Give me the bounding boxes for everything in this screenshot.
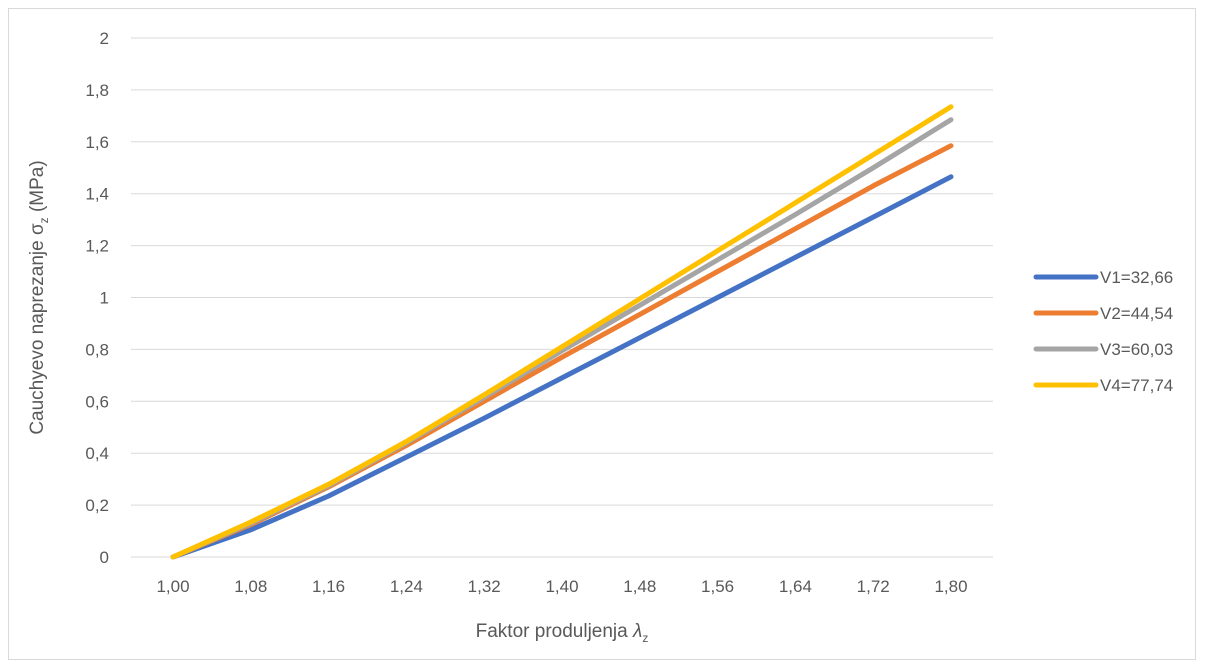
y-tick-label: 2 xyxy=(100,29,109,48)
legend-label-v2: V2=44,54 xyxy=(1100,304,1173,323)
x-axis-title-text: Faktor produljenja xyxy=(476,621,633,642)
y-tick-label: 1,4 xyxy=(85,185,109,204)
x-tick-label: 1,56 xyxy=(701,577,734,596)
y-tick-label: 0,2 xyxy=(85,496,109,515)
y-axis-title: Cauchyevo naprezanje σz (MPa) xyxy=(27,160,51,434)
y-axis-title-subscript: z xyxy=(37,217,51,223)
x-tick-label: 1,64 xyxy=(779,577,812,596)
x-tick-label: 1,80 xyxy=(934,577,967,596)
x-tick-label: 1,48 xyxy=(623,577,656,596)
y-tick-label: 1,2 xyxy=(85,237,109,256)
y-tick-label: 0 xyxy=(100,548,109,567)
y-tick-label: 1,6 xyxy=(85,133,109,152)
legend-label-v3: V3=60,03 xyxy=(1100,340,1173,359)
y-axis-title-unit: (MPa) xyxy=(27,160,48,217)
x-axis-title: Faktor produljenja λz xyxy=(476,621,649,645)
x-axis-title-subscript: z xyxy=(642,631,648,645)
x-tick-label: 1,40 xyxy=(545,577,578,596)
y-tick-label: 1 xyxy=(100,289,109,308)
y-axis-ticks: 0 0,2 0,4 0,6 0,8 1 1,2 1,4 1,6 1,8 2 xyxy=(85,29,109,567)
y-tick-label: 0,4 xyxy=(85,444,109,463)
series-line-v1 xyxy=(170,174,954,560)
x-tick-label: 1,08 xyxy=(234,577,267,596)
gridlines xyxy=(131,37,993,558)
legend-label-v1: V1=32,66 xyxy=(1100,268,1173,287)
x-axis-title-symbol: λ xyxy=(632,621,642,642)
y-tick-label: 1,8 xyxy=(85,81,109,100)
y-tick-label: 0,8 xyxy=(85,340,109,359)
x-tick-label: 1,24 xyxy=(390,577,423,596)
legend-label-v4: V4=77,74 xyxy=(1100,376,1173,395)
x-tick-label: 1,16 xyxy=(312,577,345,596)
y-axis-title-text: Cauchyevo naprezanje σ xyxy=(27,223,48,435)
legend: V1=32,66 V2=44,54 V3=60,03 V4=77,74 xyxy=(1033,268,1173,395)
series-line-v3 xyxy=(170,117,954,560)
x-tick-label: 1,00 xyxy=(156,577,189,596)
x-tick-label: 1,72 xyxy=(857,577,890,596)
y-tick-label: 0,6 xyxy=(85,392,109,411)
x-tick-label: 1,32 xyxy=(468,577,501,596)
series-line-v4 xyxy=(170,104,954,560)
series-lines xyxy=(170,104,954,560)
x-axis-ticks: 1,00 1,08 1,16 1,24 1,32 1,40 1,48 1,56 1,64 1,72… xyxy=(156,577,967,596)
